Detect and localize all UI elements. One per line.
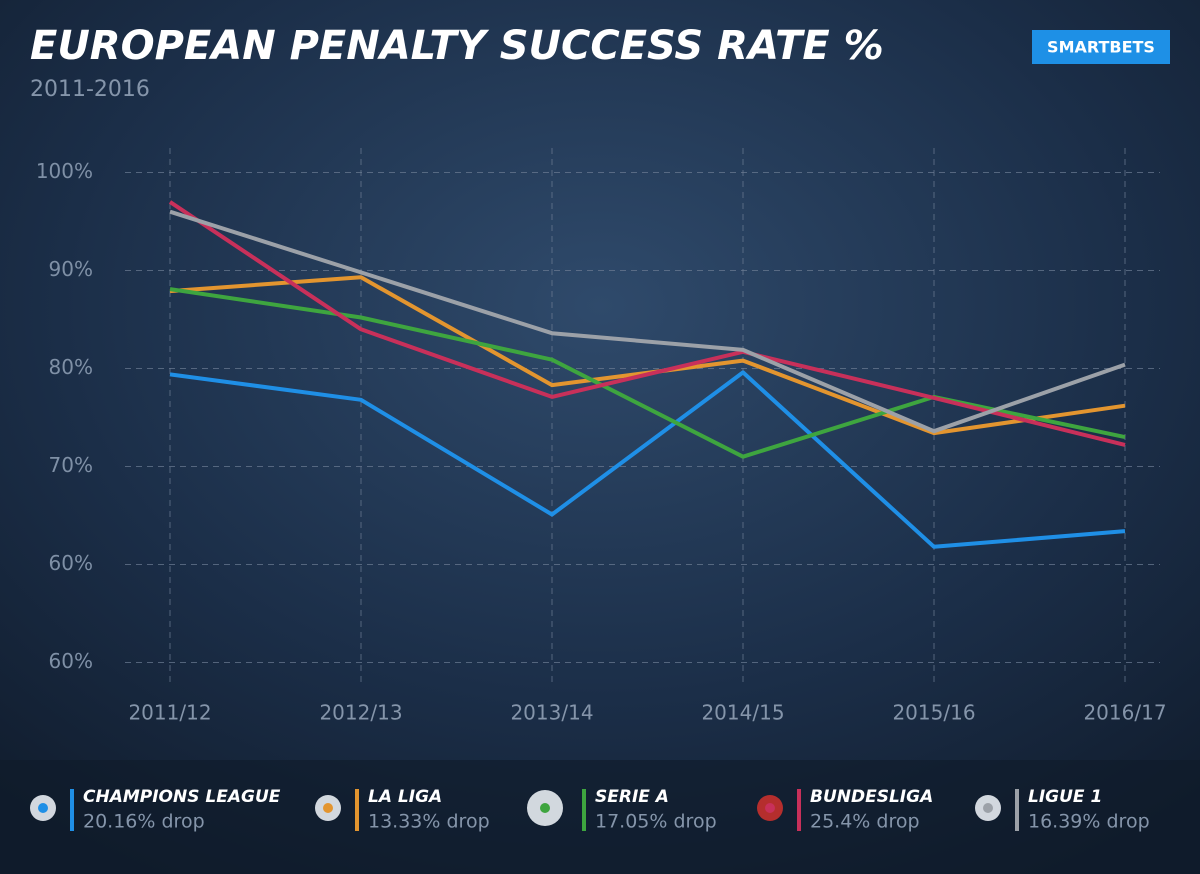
legend-drop: 13.33% drop [368, 811, 490, 833]
legend-drop: 17.05% drop [595, 811, 717, 833]
legend-icon-center [38, 803, 48, 813]
legend-icon-center [323, 803, 333, 813]
brand-logo: SMARTBETS [1047, 38, 1155, 57]
brand-badge [1032, 30, 1170, 64]
chart-title: EUROPEAN PENALTY SUCCESS RATE % [30, 23, 884, 69]
legend-icon-center [540, 803, 550, 813]
y-tick-label: 70% [49, 453, 93, 477]
series-line [168, 200, 1126, 447]
y-tick-label: 80% [49, 355, 93, 379]
legend-swatch [1015, 789, 1019, 831]
y-tick-label: 60% [49, 649, 93, 673]
legend-name: LIGUE 1 [1028, 787, 1102, 807]
y-tick-label: 60% [49, 551, 93, 575]
series-line [169, 370, 1126, 549]
x-tick-label: 2014/15 [701, 701, 784, 725]
x-tick-label: 2012/13 [319, 701, 402, 725]
legend-drop: 16.39% drop [1028, 811, 1150, 833]
legend-icon-center [765, 803, 775, 813]
chart-subtitle: 2011-2016 [30, 77, 150, 102]
x-tick-label: 2013/14 [510, 701, 593, 725]
legend-swatch [797, 789, 801, 831]
x-tick-label: 2016/17 [1083, 701, 1166, 725]
series-line [169, 287, 1126, 459]
legend-swatch [355, 789, 359, 831]
x-tick-label: 2011/12 [128, 701, 211, 725]
y-tick-label: 90% [49, 257, 93, 281]
legend-drop: 20.16% drop [83, 811, 205, 833]
legend-drop: 25.4% drop [810, 811, 920, 833]
x-tick-label: 2015/16 [892, 701, 975, 725]
series-line [169, 209, 1126, 434]
legend-name: LA LIGA [368, 787, 442, 807]
legend-swatch [70, 789, 74, 831]
legend-band [0, 760, 1200, 874]
legend-icon-center [983, 803, 993, 813]
legend-name: BUNDESLIGA [810, 787, 933, 807]
legend-name: SERIE A [595, 787, 669, 807]
legend-name: CHAMPIONS LEAGUE [83, 787, 281, 807]
legend-swatch [582, 789, 586, 831]
y-tick-label: 100% [36, 159, 93, 183]
